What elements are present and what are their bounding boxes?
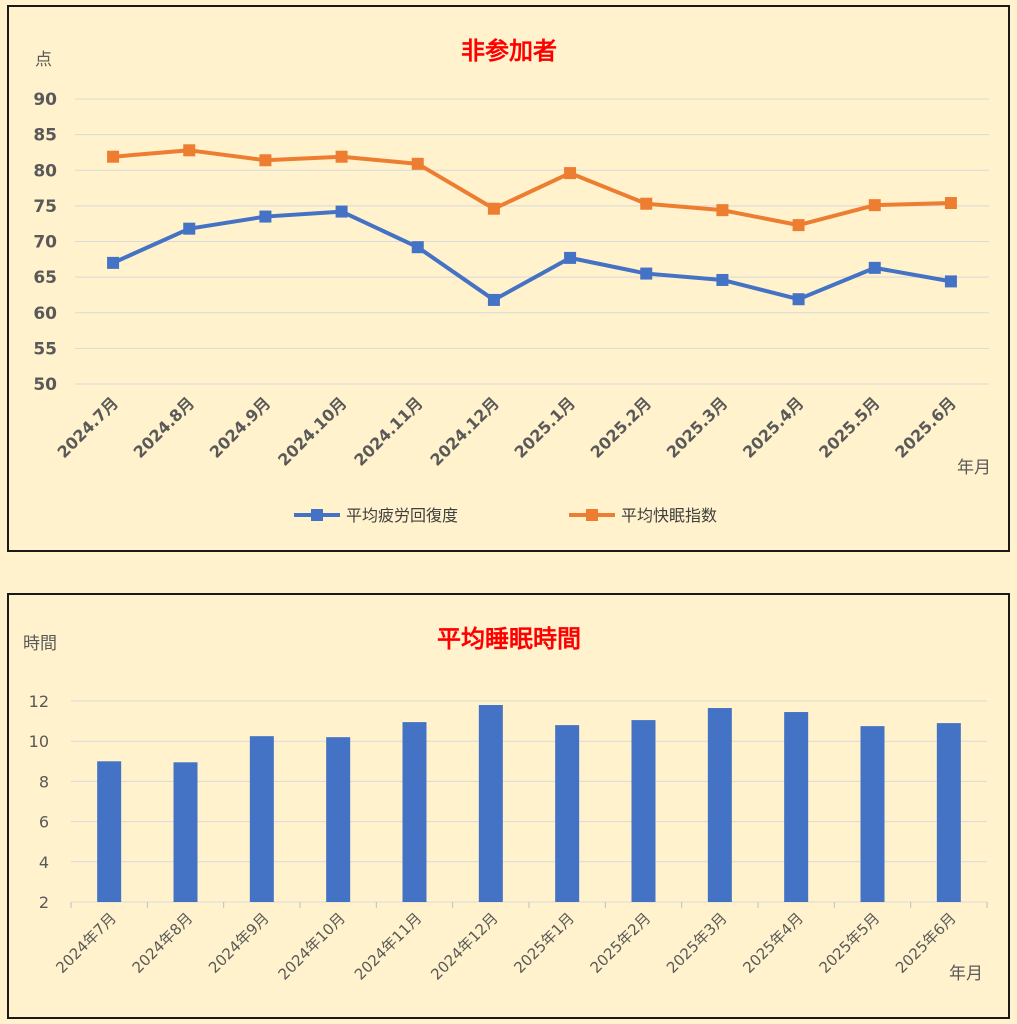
bar [402,722,427,902]
y-tick-label: 12 [29,692,49,711]
bar [860,726,885,902]
x-tick-label: 2025.1月 [510,393,578,461]
data-point-marker [411,241,424,254]
data-point-marker [944,275,957,288]
y-axis-unit: 点 [35,50,52,70]
data-point-marker [640,197,653,210]
x-tick-label: 2025.6月 [891,393,959,461]
y-tick-label: 60 [33,304,57,324]
series-line-2 [111,148,953,228]
y-tick-label: 80 [33,161,57,181]
x-tick-label: 2024年8月 [129,909,197,977]
gridlines [71,700,987,903]
data-point-marker [183,144,196,157]
bar [173,762,198,902]
x-tick-label: 2024年10月 [275,909,349,983]
y-tick-label: 2 [39,893,49,912]
chart-title: 平均睡眠時間 [437,625,581,653]
x-tick-label: 2025年2月 [587,909,655,977]
data-point-marker [487,202,500,215]
y-tick-label: 75 [33,197,57,217]
x-tick-label: 2024.10月 [274,393,350,469]
bar [249,736,274,902]
data-point-marker [640,267,653,280]
y-axis-ticks: 50 55 60 65 70 75 80 85 90 [33,90,57,395]
data-point-marker [792,293,805,306]
y-tick-label: 4 [39,853,49,872]
data-point-marker [259,210,272,223]
bar [478,705,503,902]
y-tick-label: 8 [39,772,49,791]
legend-label: 平均疲労回復度 [346,506,458,525]
x-tick-label: 2025.4月 [739,393,807,461]
bar [326,737,351,902]
data-point-marker [792,219,805,232]
y-tick-label: 85 [33,126,57,146]
bar [936,723,961,902]
legend-label: 平均快眠指数 [621,506,717,525]
y-tick-label: 70 [33,233,57,253]
data-point-marker [487,293,500,306]
x-tick-label: 2024年11月 [351,909,425,983]
x-axis-ticks: 2024年7月 2024年8月 2024年9月 2024年10月 2024年11月 202… [52,902,988,984]
data-point-marker [868,261,881,274]
x-tick-label: 2024.9月 [206,393,274,461]
data-point-marker [335,205,348,218]
y-axis-unit: 時間 [23,634,57,654]
x-tick-label: 2024年7月 [52,909,120,977]
y-axis-ticks: 2 4 6 8 10 12 [29,692,49,912]
bar [555,725,580,902]
x-tick-label: 2024.7月 [53,393,121,461]
x-tick-label: 2024年12月 [427,909,501,983]
data-point-marker [107,150,120,163]
data-point-marker [564,251,577,264]
data-point-marker [259,154,272,167]
bar [631,720,656,902]
x-axis-ticks: 2024.7月 2024.8月 2024.9月 2024.10月 2024.11月 202… [53,393,959,469]
x-tick-label: 2024.12月 [426,393,502,469]
data-point-marker [107,256,120,269]
data-point-marker [716,204,729,217]
bar [784,712,809,902]
bar-chart-panel: 平均睡眠時間 時間 年月 2 4 6 8 10 12 2024年7月 2024年8月 2024… [7,593,1010,1019]
x-tick-label: 2025年5月 [816,909,884,977]
chart-title: 非参加者 [461,37,557,65]
y-tick-label: 55 [33,339,57,359]
data-point-marker [564,167,577,180]
x-tick-label: 2025.3月 [663,393,731,461]
y-tick-label: 10 [29,732,49,751]
bars [97,705,961,902]
series-line-1 [111,209,953,302]
x-tick-label: 2025年4月 [739,909,807,977]
x-tick-label: 2025年3月 [663,909,731,977]
data-point-marker [944,197,957,210]
line-chart-panel: 非参加者 点 年月 50 55 60 65 70 75 80 85 90 2024.7月 2024… [7,5,1010,552]
y-tick-label: 65 [33,268,57,288]
bar [97,761,122,902]
bar [707,708,732,902]
gridlines [75,98,989,385]
x-axis-unit: 年月 [949,964,983,984]
data-point-marker [411,157,424,170]
x-tick-label: 2024.11月 [350,393,426,469]
x-axis-unit: 年月 [957,458,991,478]
legend-marker [586,509,598,521]
x-tick-label: 2024年9月 [205,909,273,977]
data-point-marker [183,222,196,235]
y-tick-label: 90 [33,90,57,110]
series-group [107,144,957,306]
x-tick-label: 2025.5月 [815,393,883,461]
y-tick-label: 50 [33,375,57,395]
x-tick-label: 2024.8月 [130,393,198,461]
y-tick-label: 6 [39,813,49,832]
legend-marker [311,509,323,521]
data-point-marker [335,150,348,163]
data-point-marker [868,199,881,212]
legend: 平均疲労回復度 平均快眠指数 [294,506,717,525]
data-point-marker [716,273,729,286]
x-tick-label: 2025年1月 [510,909,578,977]
x-tick-label: 2025.2月 [587,393,655,461]
